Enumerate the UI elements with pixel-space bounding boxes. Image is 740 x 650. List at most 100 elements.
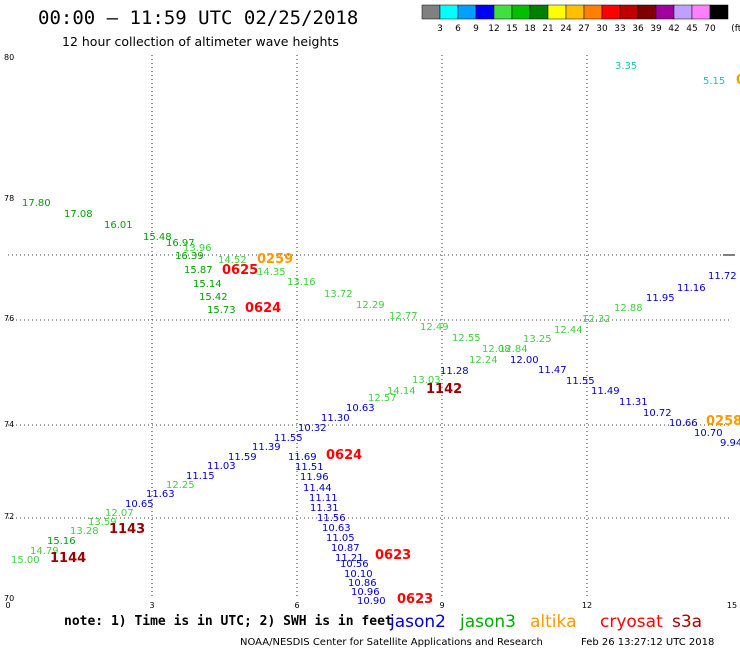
wave-height-value: 15.87 xyxy=(184,265,213,276)
colorbar-swatch xyxy=(421,4,441,20)
x-axis-tick-label: 9 xyxy=(439,601,444,610)
pass-time-label: 0623 xyxy=(375,548,411,563)
wave-height-value: 11.95 xyxy=(646,293,675,304)
y-axis-tick-label: 72 xyxy=(4,512,14,521)
wave-height-value: 13.72 xyxy=(324,289,353,300)
colorbar-swatch xyxy=(565,4,585,20)
wave-height-value: 11.96 xyxy=(300,472,329,483)
colorbar-swatch xyxy=(637,4,657,20)
wave-height-value: 11.59 xyxy=(228,452,257,463)
wave-height-value: 17.08 xyxy=(64,209,93,220)
colorbar-tick-label: 6 xyxy=(455,24,461,34)
colorbar-swatch xyxy=(475,4,495,20)
colorbar-swatch xyxy=(457,4,477,20)
x-axis-tick-label: 6 xyxy=(294,601,299,610)
pass-time-label: 0623 xyxy=(397,592,433,607)
colorbar-swatch xyxy=(619,4,639,20)
wave-height-value: 16.97 xyxy=(166,238,195,249)
y-axis-tick-label: 74 xyxy=(4,420,14,429)
pass-time-label: 1142 xyxy=(426,382,462,397)
wave-height-value: 11.15 xyxy=(186,471,215,482)
wave-height-value: 16.01 xyxy=(104,220,133,231)
wave-height-value: 5.15 xyxy=(703,76,725,87)
legend-altika: altika xyxy=(530,612,577,632)
colorbar-swatch xyxy=(691,4,711,20)
legend-cryosat: cryosat xyxy=(600,612,663,632)
wave-height-value: 10.63 xyxy=(346,403,375,414)
wave-height-value: 12.24 xyxy=(469,355,498,366)
wave-height-value: 10.72 xyxy=(643,408,672,419)
wave-height-value: 14.35 xyxy=(257,267,286,278)
pass-time-label: 0624 xyxy=(245,301,281,316)
wave-height-value: 13.59 xyxy=(88,517,117,528)
colorbar-swatch xyxy=(601,4,621,20)
wave-height-value: 11.51 xyxy=(295,462,324,473)
wave-height-value: 11.63 xyxy=(146,489,175,500)
wave-height-value: 11.21 xyxy=(335,553,364,564)
colorbar-tick-label: 24 xyxy=(560,24,572,34)
wave-height-value: 15.14 xyxy=(193,279,222,290)
wave-height-value: 11.05 xyxy=(326,533,355,544)
colorbar-swatch xyxy=(511,4,531,20)
colorbar-tick-label: 18 xyxy=(524,24,536,34)
colorbar-swatch xyxy=(673,4,693,20)
wave-height-value: 13.25 xyxy=(523,334,552,345)
colorbar-swatch xyxy=(655,4,675,20)
wave-height-value: 12.49 xyxy=(420,322,449,333)
wave-height-value: 14.14 xyxy=(387,386,416,397)
wave-height-value: 11.16 xyxy=(677,283,706,294)
wave-height-value: 12.88 xyxy=(614,303,643,314)
wave-height-value: 10.86 xyxy=(348,578,377,589)
wave-height-value: 12.84 xyxy=(499,344,528,355)
wave-height-value: 11.03 xyxy=(207,461,236,472)
pass-time-label: 0625 xyxy=(222,263,258,278)
wave-height-value: 12.77 xyxy=(389,311,418,322)
x-axis-tick-label: 15 xyxy=(727,601,737,610)
colorbar-tick-label: 3 xyxy=(437,24,443,34)
wave-height-value: 15.73 xyxy=(207,305,236,316)
colorbar-tick-label: 45 xyxy=(686,24,697,34)
y-axis-tick-label: 80 xyxy=(4,53,14,62)
wave-height-value: 11.28 xyxy=(440,366,469,377)
wave-height-value: 11.69 xyxy=(288,452,317,463)
y-axis-tick-label: 78 xyxy=(4,194,14,203)
wave-height-value: 13.28 xyxy=(70,526,99,537)
colorbar-tick-label: 39 xyxy=(650,24,662,34)
pass-time-label: 0 xyxy=(736,73,740,88)
wave-height-value: 10.70 xyxy=(694,428,723,439)
colorbar-tick-label: 42 xyxy=(668,24,679,34)
wave-height-value: 12.25 xyxy=(166,480,195,491)
wave-height-value: 10.66 xyxy=(669,418,698,429)
wave-height-value: 11.39 xyxy=(252,442,281,453)
x-axis-tick-label: 0 xyxy=(5,601,10,610)
colorbar-unit: (ft) xyxy=(731,24,740,34)
wave-height-value: 11.31 xyxy=(619,397,648,408)
wave-height-value: 11.55 xyxy=(274,433,303,444)
wave-height-value: 11.11 xyxy=(309,493,338,504)
footer-note: note: 1) Time is in UTC; 2) SWH is in fe… xyxy=(64,614,393,629)
wave-height-value: 11.44 xyxy=(303,483,332,494)
wave-height-value: 13.96 xyxy=(183,243,212,254)
pass-time-label: 0624 xyxy=(326,448,362,463)
wave-height-value: 11.55 xyxy=(566,376,595,387)
colorbar-swatch xyxy=(439,4,459,20)
wave-height-value: 10.90 xyxy=(357,596,386,607)
wave-height-value: 11.31 xyxy=(310,503,339,514)
wave-height-value: 11.47 xyxy=(538,365,567,376)
wave-height-value: 12.00 xyxy=(510,355,539,366)
wave-height-value: 14.52 xyxy=(218,255,247,266)
colorbar-swatch xyxy=(709,4,729,20)
colorbar-swatch xyxy=(493,4,513,20)
colorbar-tick-label: 33 xyxy=(614,24,625,34)
wave-height-value: 12.55 xyxy=(452,333,481,344)
colorbar-swatch xyxy=(547,4,567,20)
wave-height-value: 10.63 xyxy=(322,523,351,534)
wave-height-value: 12.08 xyxy=(482,344,511,355)
legend-jason2: jason2 xyxy=(389,612,446,632)
colorbar-tick-label: 12 xyxy=(488,24,499,34)
colorbar-tick-label: 21 xyxy=(542,24,553,34)
colorbar-tick-label: 70 xyxy=(704,24,716,34)
wave-height-value: 14.79 xyxy=(30,546,59,557)
